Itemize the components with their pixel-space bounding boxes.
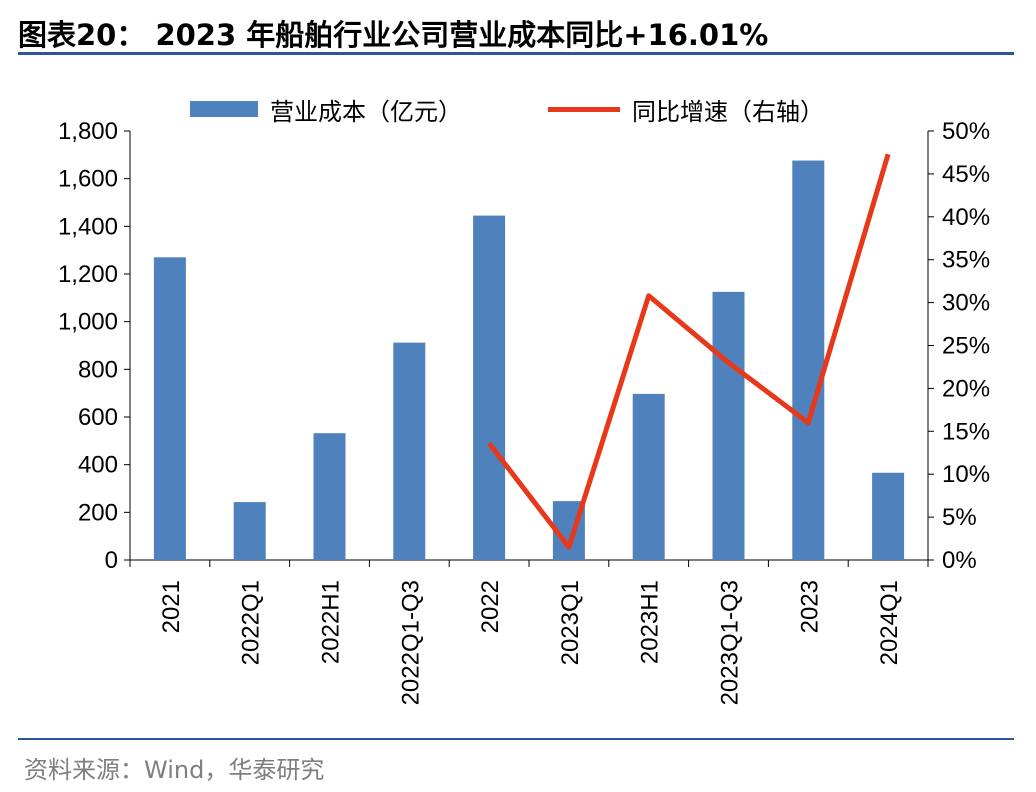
bar bbox=[712, 291, 745, 560]
left-tick-label: 800 bbox=[78, 356, 118, 383]
bar bbox=[393, 342, 426, 560]
x-tick-label: 2024Q1 bbox=[876, 580, 903, 665]
bar bbox=[872, 472, 905, 560]
right-tick-label: 10% bbox=[942, 461, 990, 488]
left-tick-label: 1,000 bbox=[58, 309, 118, 336]
bar bbox=[632, 393, 665, 560]
left-tick-label: 1,800 bbox=[58, 118, 118, 145]
bar bbox=[313, 433, 346, 560]
x-tick-label: 2022Q1 bbox=[238, 580, 265, 665]
left-tick-label: 400 bbox=[78, 452, 118, 479]
legend-label-line: 同比增速（右轴） bbox=[632, 97, 824, 126]
left-tick-label: 0 bbox=[105, 547, 118, 574]
left-tick-label: 1,200 bbox=[58, 261, 118, 288]
right-tick-label: 35% bbox=[942, 247, 990, 274]
right-tick-label: 50% bbox=[942, 118, 990, 145]
x-tick-label: 2022H1 bbox=[318, 580, 345, 664]
left-tick-label: 1,400 bbox=[58, 213, 118, 240]
right-tick-label: 0% bbox=[942, 547, 977, 574]
bar bbox=[473, 215, 506, 560]
bar bbox=[792, 160, 825, 560]
bar bbox=[233, 502, 266, 560]
right-tick-label: 5% bbox=[942, 504, 977, 531]
left-tick-label: 1,600 bbox=[58, 166, 118, 193]
chart-title: 图表20： 2023 年船舶行业公司营业成本同比+16.01% bbox=[18, 18, 769, 52]
x-tick-label: 2023 bbox=[796, 580, 823, 633]
x-tick-label: 2022 bbox=[477, 580, 504, 633]
left-tick-label: 200 bbox=[78, 499, 118, 526]
right-tick-label: 40% bbox=[942, 204, 990, 231]
legend-swatch-bar bbox=[190, 101, 258, 117]
right-tick-label: 30% bbox=[942, 290, 990, 317]
bar bbox=[153, 257, 186, 560]
x-tick-label: 2023H1 bbox=[637, 580, 664, 664]
legend-item-bar: 营业成本（亿元） bbox=[190, 92, 462, 126]
x-tick-label: 2021 bbox=[158, 580, 185, 633]
right-tick-label: 15% bbox=[942, 418, 990, 445]
legend: 营业成本（亿元） 同比增速（右轴） bbox=[0, 92, 1036, 126]
x-tick-label: 2023Q1-Q3 bbox=[717, 580, 744, 705]
footer-divider bbox=[18, 738, 1014, 740]
right-tick-label: 25% bbox=[942, 333, 990, 360]
right-tick-label: 45% bbox=[942, 161, 990, 188]
title-divider bbox=[18, 52, 1014, 55]
legend-item-line: 同比增速（右轴） bbox=[548, 92, 824, 126]
left-tick-label: 600 bbox=[78, 404, 118, 431]
growth-line bbox=[487, 153, 891, 550]
x-tick-label: 2022Q1-Q3 bbox=[397, 580, 424, 705]
legend-swatch-line bbox=[548, 106, 620, 112]
right-tick-label: 20% bbox=[942, 375, 990, 402]
legend-label-bar: 营业成本（亿元） bbox=[270, 97, 462, 126]
x-tick-label: 2023Q1 bbox=[557, 580, 584, 665]
source-note: 资料来源：Wind，华泰研究 bbox=[24, 756, 325, 784]
